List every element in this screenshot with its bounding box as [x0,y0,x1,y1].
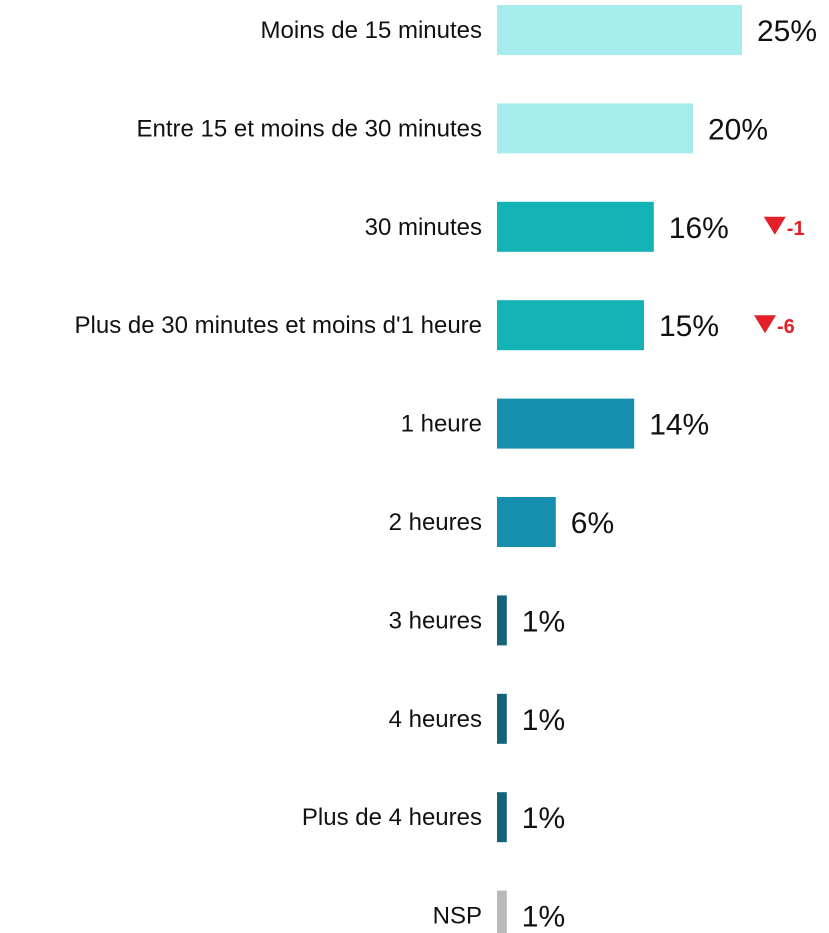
category-label: Entre 15 et moins de 30 minutes [136,115,482,142]
bar [497,300,644,351]
value-label: 1% [522,605,565,638]
value-label: 25% [757,15,817,48]
value-label: 6% [571,507,614,540]
category-label: 1 heure [401,411,482,438]
category-label: 4 heures [389,706,482,733]
category-label: NSP [433,903,482,930]
value-label: 1% [522,802,565,835]
down-triangle-icon [754,315,776,334]
change-label: -1 [787,218,805,240]
bar [497,398,635,449]
category-label: 3 heures [389,607,482,634]
bar [497,595,507,646]
category-label: Plus de 4 heures [302,804,482,831]
value-label: 1% [522,901,565,933]
bar [497,890,507,933]
value-label: 20% [708,113,768,146]
category-label: 30 minutes [365,214,482,241]
value-label: 1% [522,704,565,737]
bar [497,5,742,55]
bar [497,693,507,744]
bar [497,201,654,252]
value-label: 14% [649,409,709,442]
category-label: Plus de 30 minutes et moins d'1 heure [75,312,482,339]
change-label: -6 [777,316,795,338]
bar [497,792,507,843]
bar [497,497,556,547]
bar [497,103,693,154]
category-label: Moins de 15 minutes [261,17,482,44]
category-label: 2 heures [389,509,482,536]
down-triangle-icon [763,216,786,235]
value-label: 16% [669,212,729,245]
value-label: 15% [659,310,719,343]
